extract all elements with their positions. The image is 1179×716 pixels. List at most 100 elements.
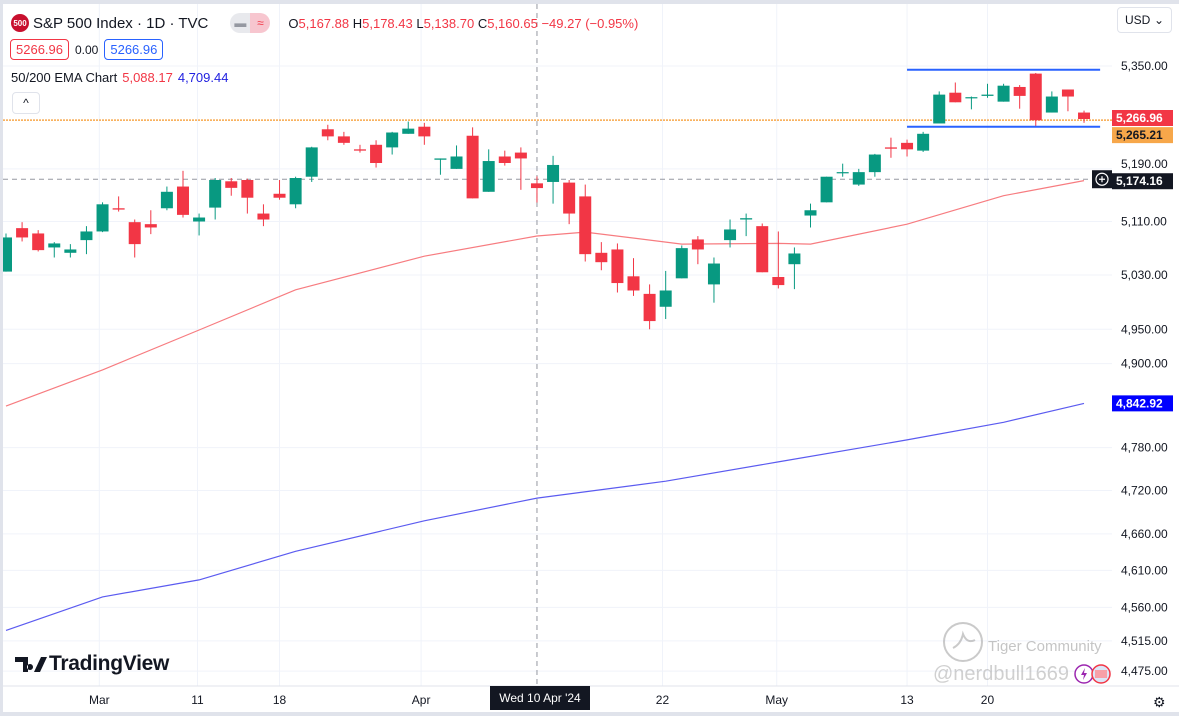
price-tick-label: 4,475.00: [1121, 664, 1168, 678]
candle-up: [482, 161, 495, 192]
candle-down: [321, 129, 334, 137]
candle-up: [402, 128, 415, 134]
event-flags-icon[interactable]: [1073, 662, 1117, 686]
bid-ask-row: 5266.96 0.00 5266.96: [10, 39, 164, 60]
chevron-down-icon: ⌄: [1153, 13, 1164, 27]
candle-down: [1078, 112, 1091, 119]
last-price-label: 5,266.96: [1116, 111, 1163, 125]
candle-up: [96, 204, 109, 232]
ema200-price-label-bg: [1112, 395, 1173, 412]
price-chart[interactable]: 5,350.00 5,190.00 5,110.00 5,030.00 4,950.00…: [3, 4, 1179, 712]
candle-up: [386, 132, 399, 148]
candle-up: [289, 178, 302, 205]
candle-up: [434, 158, 447, 160]
candle-down: [563, 182, 576, 214]
candle-up: [981, 94, 994, 96]
candle-up: [707, 263, 720, 285]
candle-down: [530, 183, 543, 189]
candle-down: [1013, 86, 1026, 96]
candle-down: [901, 142, 914, 150]
ema50-line: [5, 180, 1085, 407]
chart-window: 5,350.00 5,190.00 5,110.00 5,030.00 4,950.00…: [3, 4, 1179, 712]
candle-down: [337, 136, 350, 143]
candle-down: [643, 293, 656, 322]
candle-down: [579, 196, 592, 255]
candle-down: [16, 228, 29, 238]
minus-icon[interactable]: ▬: [230, 13, 251, 33]
candle-down: [949, 92, 962, 103]
candle-up: [3, 237, 12, 272]
candle-up: [209, 179, 222, 208]
candle-down: [691, 239, 704, 250]
currency-select[interactable]: USD ⌄: [1117, 7, 1172, 33]
plus-circle-icon[interactable]: [1095, 172, 1109, 186]
time-tick-label: 11: [191, 693, 204, 707]
candle-up: [675, 248, 688, 279]
price-tick-label: 4,720.00: [1121, 483, 1168, 497]
time-tick-label: Apr: [412, 693, 431, 707]
crosshair-price-label-bg: [1112, 173, 1173, 190]
candle-up: [80, 231, 93, 241]
last-price-label-bg: [1112, 109, 1173, 126]
candle-down: [353, 149, 366, 151]
price-tick-label: 4,900.00: [1121, 357, 1168, 371]
candle-up: [305, 147, 318, 177]
candle-down: [466, 135, 479, 199]
tradingview-mark-icon: [15, 657, 47, 672]
time-tick-label: May: [765, 693, 788, 707]
candle-down: [611, 249, 624, 284]
candle-up: [659, 290, 672, 307]
sell-price-button[interactable]: 5266.96: [10, 39, 69, 60]
price-tick-label: 5,030.00: [1121, 268, 1168, 282]
time-tick-label: 22: [656, 693, 670, 707]
price-tick-label: 5,110.00: [1121, 214, 1167, 228]
symbol-header: 500 S&P 500 Index · 1D · TVC ▬ ≈ O5,167.…: [11, 13, 638, 33]
candle-down: [627, 276, 640, 291]
chart-mode-toggle[interactable]: ▬ ≈: [230, 13, 271, 33]
candle-up: [724, 229, 737, 241]
candle-up: [450, 156, 463, 169]
tradingview-logo[interactable]: TradingView: [15, 652, 169, 676]
crosshair-date-label: Wed 10 Apr '24: [490, 686, 590, 710]
symbol-title[interactable]: S&P 500 Index · 1D · TVC: [33, 14, 209, 32]
collapse-legend-button[interactable]: ^: [12, 92, 40, 114]
price-tick-label: 5,190.00: [1121, 157, 1168, 171]
candle-up: [160, 191, 173, 209]
candle-up: [740, 218, 753, 220]
ema200-price-label: 4,842.92: [1116, 396, 1163, 410]
candle-down: [772, 276, 785, 286]
settings-icon[interactable]: ⚙: [1153, 694, 1166, 710]
price-tick-label: 4,660.00: [1121, 527, 1168, 541]
level-price-label: 5,265.21: [1116, 128, 1163, 142]
buy-price-button[interactable]: 5266.96: [104, 39, 164, 60]
candle-down: [144, 224, 157, 228]
price-tick-label: 4,780.00: [1121, 441, 1168, 455]
time-tick-label: 13: [900, 693, 914, 707]
change-value: −49.27 (−0.95%): [541, 15, 639, 31]
candle-up: [965, 97, 978, 99]
price-tick-label: 5,350.00: [1121, 59, 1168, 73]
ohlc-values: O5,167.88 H5,178.43 L5,138.70 C5,160.65 …: [288, 15, 639, 31]
tiger-watermark-icon: [943, 622, 983, 662]
candle-up: [820, 176, 833, 203]
candle-down: [418, 126, 431, 137]
time-tick-label: Mar: [89, 693, 110, 707]
candle-down: [514, 152, 527, 159]
candle-down: [1061, 89, 1074, 97]
ema200-value: 4,709.44: [177, 70, 229, 85]
plus-icon: [1099, 176, 1105, 183]
candle-down: [225, 181, 238, 188]
candle-down: [498, 156, 511, 163]
candle-down: [241, 179, 254, 198]
candle-up: [193, 217, 206, 222]
candle-down: [257, 213, 270, 220]
candle-up: [933, 94, 946, 124]
ema200-line: [5, 402, 1085, 631]
price-tick-label: 4,950.00: [1121, 322, 1168, 336]
tradingview-wordmark: TradingView: [49, 652, 170, 675]
price-tick-label: 4,610.00: [1121, 563, 1168, 577]
candle-up: [852, 172, 865, 185]
indicator-legend[interactable]: 50/200 EMA Chart 5,088.17 4,709.44: [11, 70, 228, 85]
approx-icon[interactable]: ≈: [250, 13, 271, 33]
time-tick-label: 18: [273, 693, 287, 707]
